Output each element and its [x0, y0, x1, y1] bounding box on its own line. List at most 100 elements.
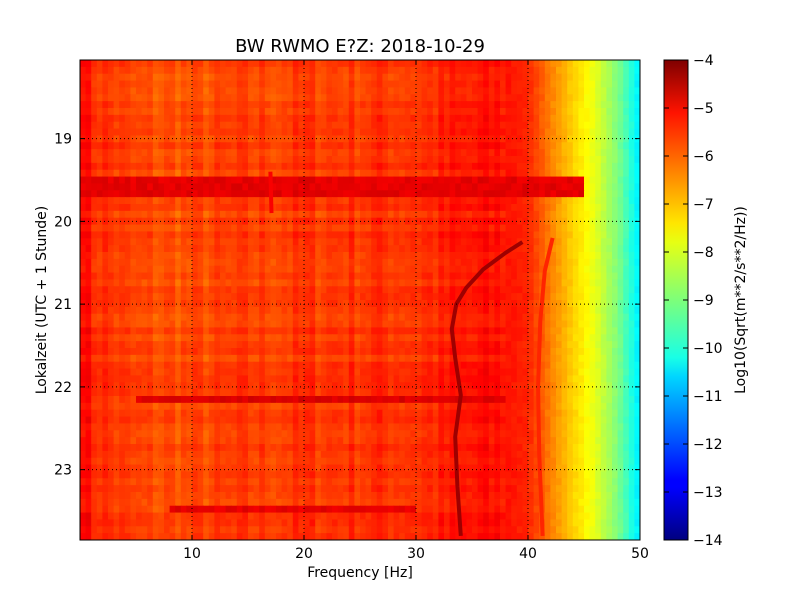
heatmap-cell: [276, 66, 283, 75]
heatmap-cell: [253, 293, 260, 301]
heatmap-cell: [382, 265, 389, 274]
heatmap-cell: [606, 210, 613, 219]
heatmap-cell: [169, 66, 176, 75]
heatmap-cell: [500, 149, 507, 157]
heatmap-cell: [175, 327, 182, 335]
heatmap-cell: [539, 341, 546, 349]
heatmap-cell: [556, 293, 563, 301]
heatmap-cell: [169, 238, 176, 246]
heatmap-cell: [175, 176, 182, 185]
heatmap-cell: [528, 73, 535, 82]
heatmap-cell: [416, 210, 423, 219]
heatmap-cell: [332, 238, 339, 246]
heatmap-cell: [584, 272, 591, 281]
heatmap-cell: [264, 334, 271, 342]
heatmap-cell: [472, 60, 479, 68]
heatmap-cell: [427, 382, 434, 390]
heatmap-cell: [80, 135, 87, 143]
heatmap-cell: [85, 245, 92, 253]
heatmap-cell: [287, 231, 294, 239]
heatmap-cell: [360, 210, 367, 219]
heatmap-cell: [623, 354, 630, 363]
heatmap-cell: [141, 382, 148, 390]
heatmap-cell: [186, 265, 193, 274]
heatmap-cell: [477, 142, 484, 150]
heatmap-cell: [382, 327, 389, 335]
heatmap-cell: [175, 162, 182, 171]
heatmap-cell: [208, 286, 215, 294]
heatmap-cell: [360, 176, 367, 185]
heatmap-cell: [612, 382, 619, 390]
heatmap-cell: [332, 101, 339, 109]
heatmap-cell: [287, 66, 294, 75]
heatmap-cell: [466, 162, 473, 171]
heatmap-cell: [180, 382, 187, 390]
heatmap-cell: [220, 258, 227, 267]
heatmap-cell: [438, 341, 445, 349]
heatmap-cell: [180, 217, 187, 226]
heatmap-cell: [388, 396, 395, 404]
heatmap-cell: [522, 87, 529, 95]
heatmap-cell: [242, 368, 249, 377]
heatmap-cell: [528, 60, 535, 68]
heatmap-cell: [304, 396, 311, 404]
heatmap-cell: [472, 286, 479, 294]
heatmap-cell: [259, 389, 266, 397]
heatmap-cell: [197, 176, 204, 185]
heatmap-cell: [578, 293, 585, 301]
heatmap-cell: [572, 252, 579, 260]
heatmap-cell: [304, 286, 311, 294]
heatmap-cell: [371, 334, 378, 342]
heatmap-cell: [617, 101, 624, 109]
heatmap-cell: [567, 361, 574, 370]
heatmap-cell: [96, 190, 103, 198]
heatmap-cell: [472, 313, 479, 322]
heatmap-cell: [460, 361, 467, 370]
heatmap-cell: [505, 149, 512, 157]
heatmap-cell: [220, 265, 227, 274]
heatmap-cell: [236, 231, 243, 239]
heatmap-cell: [376, 245, 383, 253]
heatmap-cell: [242, 320, 249, 329]
heatmap-cell: [617, 60, 624, 68]
heatmap-cell: [348, 210, 355, 219]
heatmap-cell: [556, 279, 563, 287]
heatmap-cell: [326, 368, 333, 377]
heatmap-cell: [421, 231, 428, 239]
heatmap-cell: [337, 354, 344, 363]
heatmap-cell: [376, 169, 383, 178]
heatmap-cell: [399, 327, 406, 335]
heatmap-cell: [438, 183, 445, 191]
heatmap-cell: [432, 334, 439, 342]
heatmap-cell: [494, 169, 501, 178]
heatmap-cell: [376, 217, 383, 226]
heatmap-cell: [354, 272, 361, 281]
heatmap-cell: [511, 306, 518, 315]
heatmap-cell: [264, 327, 271, 335]
heatmap-cell: [164, 354, 171, 363]
heatmap-cell: [203, 142, 210, 150]
heatmap-cell: [225, 169, 232, 178]
heatmap-cell: [589, 354, 596, 363]
heatmap-cell: [460, 368, 467, 377]
heatmap-cell: [304, 217, 311, 226]
heatmap-cell: [623, 73, 630, 82]
heatmap-cell: [466, 396, 473, 404]
heatmap-cell: [298, 341, 305, 349]
heatmap-cell: [337, 382, 344, 390]
heatmap-cell: [584, 149, 591, 157]
heatmap-cell: [180, 279, 187, 287]
heatmap-cell: [259, 348, 266, 356]
heatmap-cell: [544, 389, 551, 397]
heatmap-cell: [276, 101, 283, 109]
heatmap-cell: [455, 73, 462, 82]
heatmap-cell: [309, 183, 316, 191]
heatmap-cell: [455, 327, 462, 335]
heatmap-cell: [348, 87, 355, 95]
heatmap-cell: [371, 382, 378, 390]
heatmap-cell: [164, 162, 171, 171]
heatmap-cell: [281, 327, 288, 335]
heatmap-cell: [595, 176, 602, 185]
heatmap-cell: [393, 293, 400, 301]
heatmap-cell: [466, 204, 473, 212]
